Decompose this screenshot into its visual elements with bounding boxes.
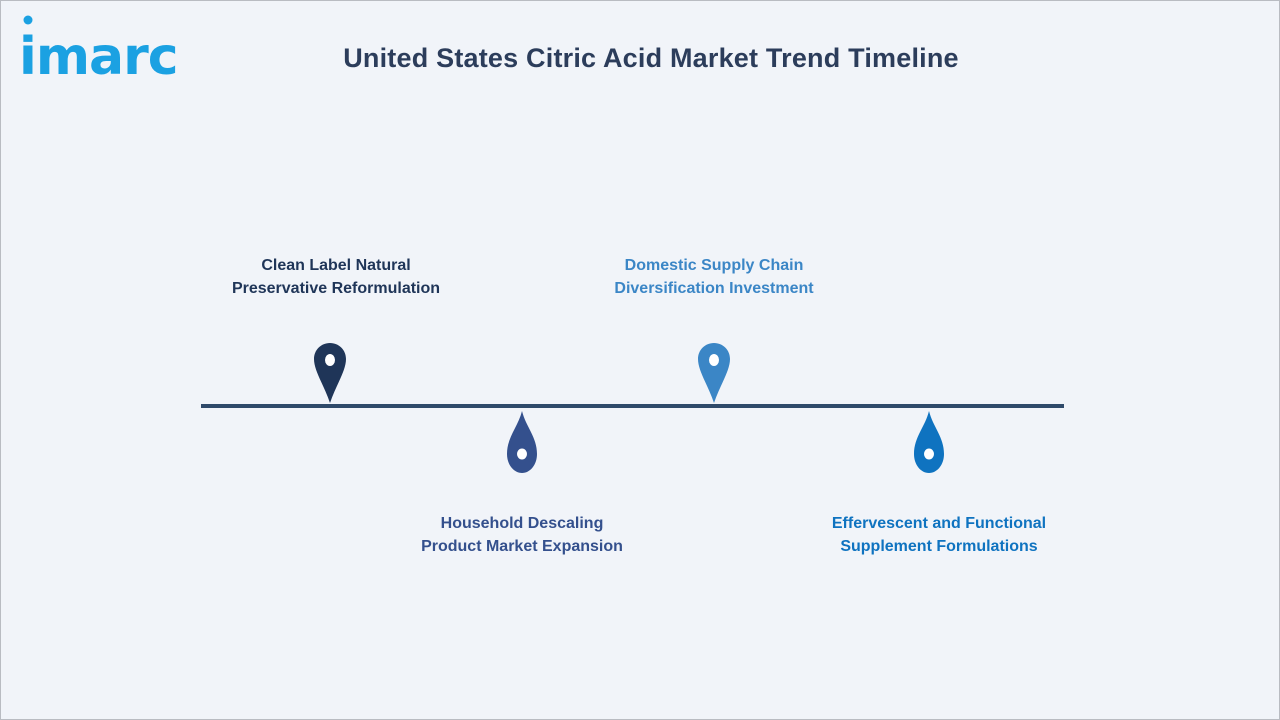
imarc-logo: imarc [19,13,209,83]
timeline-axis [201,404,1064,408]
event-label-4: Effervescent and Functional Supplement F… [779,512,1099,558]
event-label-3: Domestic Supply Chain Diversification In… [554,254,874,300]
droplet-icon [912,409,946,475]
event-1-line-1: Clean Label Natural [261,257,411,274]
event-label-1: Clean Label Natural Preservative Reformu… [176,254,496,300]
map-pin-icon [697,341,731,405]
page-title: United States Citric Acid Market Trend T… [343,43,959,73]
event-4-line-1: Effervescent and Functional [831,515,1047,532]
event-3-line-1: Domestic Supply Chain [624,257,804,274]
logo-text: imarc [19,27,178,83]
event-4-line-2: Supplement Formulations [840,538,1038,555]
event-3-line-2: Diversification Investment [614,280,814,297]
event-1-line-2: Preservative Reformulation [231,280,441,297]
event-label-2: Household Descaling Product Market Expan… [362,512,682,558]
droplet-icon [505,409,539,475]
event-2-line-2: Product Market Expansion [421,538,623,555]
map-pin-icon [313,341,347,405]
event-2-line-1: Household Descaling [440,515,604,532]
